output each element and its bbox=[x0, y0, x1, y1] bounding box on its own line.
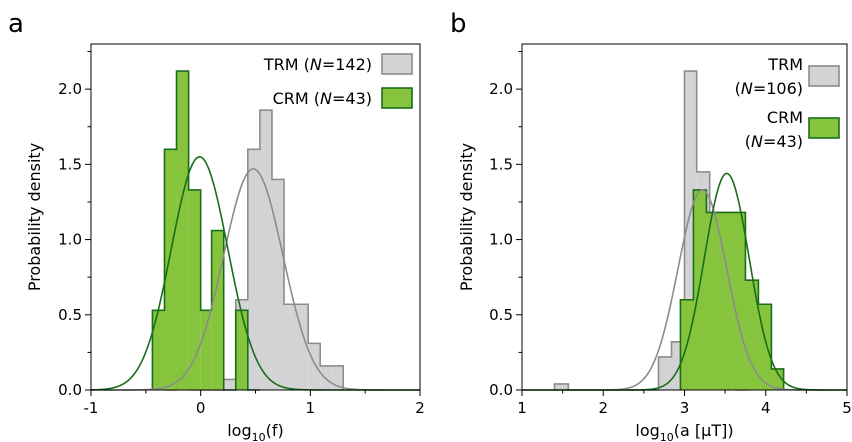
legend-label-line1: TRM bbox=[767, 55, 803, 74]
y-tick-label: 2.0 bbox=[58, 80, 82, 98]
histogram-bar bbox=[260, 110, 272, 390]
x-axis-label-base: log bbox=[227, 421, 251, 440]
legend-swatch bbox=[382, 54, 412, 74]
panel-label: a bbox=[8, 9, 24, 39]
x-axis-label-rest: (a [µT]) bbox=[674, 421, 734, 440]
legend-label-prefix: CRM ( bbox=[273, 89, 320, 108]
legend-label-suffix: =43) bbox=[763, 132, 803, 151]
histogram-bar bbox=[177, 71, 189, 390]
legend-swatch bbox=[809, 118, 839, 138]
legend-swatch bbox=[382, 88, 412, 108]
y-tick-label: 0.0 bbox=[58, 381, 82, 399]
legend-label-italic: N bbox=[751, 132, 763, 151]
legend-label-line1: CRM bbox=[767, 108, 803, 127]
legend-label-suffix: =43) bbox=[332, 89, 372, 108]
y-tick-label: 0.5 bbox=[58, 306, 82, 324]
y-axis-label: Probability density bbox=[457, 143, 476, 291]
panel-b: 1 2 3 4 5 0.0 0.5 1.0 1.5 2.0 log10(a [µT]) Probabi… bbox=[450, 9, 852, 442]
x-tick-label: 2 bbox=[415, 399, 425, 417]
histogram-bar bbox=[308, 343, 320, 390]
legend-label-italic: N bbox=[741, 79, 753, 98]
y-tick-label: 1.0 bbox=[58, 231, 82, 249]
legend: TRM (N=142)CRM (N=43) bbox=[263, 54, 412, 108]
histogram-bar bbox=[236, 310, 248, 390]
x-axis-label-base: log bbox=[635, 421, 659, 440]
histogram-bar bbox=[272, 179, 284, 390]
legend-label-italic: N bbox=[310, 55, 322, 74]
x-tick-label: 1 bbox=[306, 399, 316, 417]
histogram-bar bbox=[224, 379, 236, 390]
x-tick-label: 4 bbox=[761, 399, 771, 417]
x-tick-label: 0 bbox=[196, 399, 206, 417]
legend-label-suffix: =142) bbox=[322, 55, 372, 74]
histogram-crm bbox=[152, 71, 259, 390]
x-tick-label: -1 bbox=[84, 399, 99, 417]
histogram-bar bbox=[152, 310, 164, 390]
legend-label-italic: N bbox=[320, 89, 332, 108]
x-axis-label: log10(f) bbox=[227, 421, 284, 442]
y-tick-label: 0.0 bbox=[489, 381, 513, 399]
histogram-bar bbox=[284, 304, 296, 390]
x-tick-label: 1 bbox=[517, 399, 527, 417]
panel-label: b bbox=[450, 9, 467, 39]
histogram-bar bbox=[164, 149, 176, 390]
histogram-crm bbox=[680, 190, 783, 390]
histogram-bar bbox=[212, 231, 224, 390]
legend-label-line2: (N=43) bbox=[745, 132, 803, 151]
legend: TRM (N=106) CRM (N=43) bbox=[735, 55, 839, 151]
histogram-bar bbox=[201, 310, 212, 390]
y-tick-label: 2.0 bbox=[489, 80, 513, 98]
x-axis-label-subscript: 10 bbox=[252, 431, 266, 442]
x-axis-label: log10(a [µT]) bbox=[635, 421, 733, 442]
legend-label-prefix: TRM ( bbox=[263, 55, 310, 74]
x-axis-label-subscript: 10 bbox=[660, 431, 674, 442]
x-tick-label: 3 bbox=[680, 399, 690, 417]
legend-label-line2: (N=106) bbox=[735, 79, 803, 98]
y-axis-label: Probability density bbox=[25, 143, 44, 291]
legend-label-suffix: =106) bbox=[753, 79, 803, 98]
y-tick-label: 1.5 bbox=[489, 155, 513, 173]
y-tick-label: 1.0 bbox=[489, 231, 513, 249]
legend-label: CRM (N=43) bbox=[273, 89, 372, 108]
x-tick-label: 5 bbox=[842, 399, 852, 417]
panel-a: -1 0 1 2 0.0 0.5 1.0 1.5 2.0 log10(f) Probability … bbox=[8, 9, 425, 442]
y-tick-label: 0.5 bbox=[489, 306, 513, 324]
legend-label: TRM (N=142) bbox=[263, 55, 372, 74]
histogram-bar bbox=[693, 190, 706, 390]
x-tick-label: 2 bbox=[598, 399, 608, 417]
histogram-bar bbox=[555, 384, 569, 390]
y-tick-label: 1.5 bbox=[58, 155, 82, 173]
legend-swatch bbox=[809, 66, 839, 86]
histogram-bar bbox=[732, 212, 745, 390]
x-axis-label-rest: (f) bbox=[266, 421, 284, 440]
